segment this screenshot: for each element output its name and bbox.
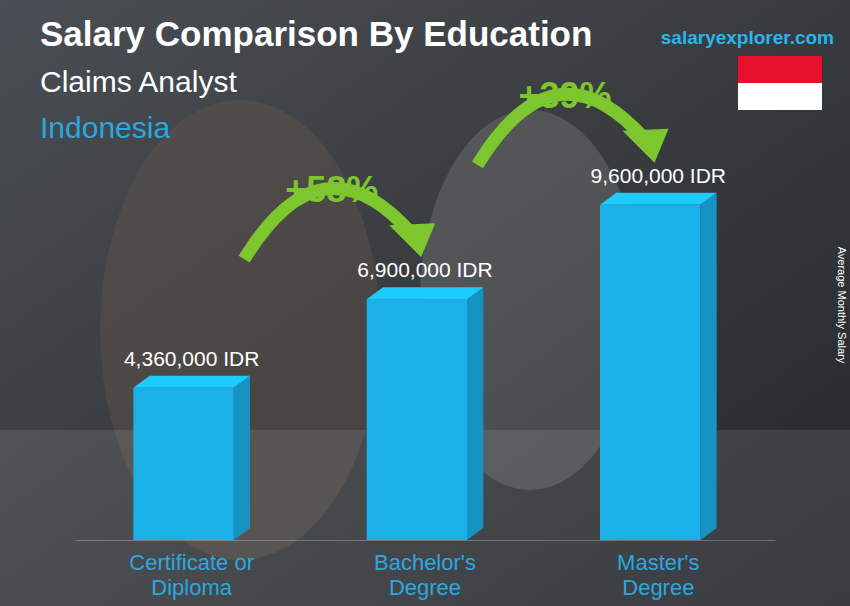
annotations: +58% +39% — [244, 75, 668, 259]
x-tick: Bachelor'sDegree — [374, 540, 476, 600]
x-tick-label-line: Degree — [389, 575, 461, 600]
bar — [133, 388, 233, 540]
x-tick: Master'sDegree — [617, 540, 699, 600]
x-tick: Certificate orDiploma — [129, 540, 254, 600]
arrow-head — [389, 223, 435, 257]
data-labels: 4,360,000 IDR 6,900,000 IDR 9,600,000 IDR — [124, 164, 726, 370]
annotation: +39% — [518, 75, 611, 116]
x-tick-label-line: Diploma — [151, 575, 232, 600]
data-label: 9,600,000 IDR — [591, 164, 726, 187]
y-axis-title: Average Monthly Salary — [836, 247, 848, 364]
background-shapes — [0, 100, 850, 606]
chart: Certificate orDiplomaBachelor'sDegreeMas… — [0, 0, 850, 606]
x-tick-label-line: Certificate or — [129, 550, 254, 575]
x-tick-label-line: Degree — [622, 575, 694, 600]
title: Salary Comparison By Education — [40, 14, 592, 53]
bar-side — [234, 376, 250, 540]
x-tick-label: Bachelor'sDegree — [374, 550, 476, 600]
flag — [738, 56, 822, 110]
x-tick-label-line: Master's — [617, 550, 699, 575]
flag-red — [738, 56, 822, 83]
flag-white — [738, 83, 822, 110]
annotation: +58% — [285, 169, 378, 210]
x-tick-label-line: Bachelor's — [374, 550, 476, 575]
x-tick-label: Master'sDegree — [617, 550, 699, 600]
bar-top — [133, 376, 250, 388]
bar — [367, 299, 467, 540]
bar — [600, 205, 700, 540]
location: Indonesia — [40, 111, 170, 144]
x-axis-line — [76, 540, 776, 541]
x-tick-label: Certificate orDiploma — [129, 550, 254, 600]
bar-top — [600, 193, 717, 205]
bar-side — [700, 193, 716, 540]
data-label: 6,900,000 IDR — [357, 258, 492, 281]
subtitle: Claims Analyst — [40, 65, 237, 98]
background — [0, 0, 850, 606]
bar-side — [467, 287, 483, 540]
source: salaryexplorer.com — [661, 27, 834, 48]
x-axis: Certificate orDiplomaBachelor'sDegreeMas… — [76, 540, 776, 600]
arrow-head — [623, 129, 669, 163]
data-label: 4,360,000 IDR — [124, 347, 259, 370]
bar-top — [367, 287, 484, 299]
